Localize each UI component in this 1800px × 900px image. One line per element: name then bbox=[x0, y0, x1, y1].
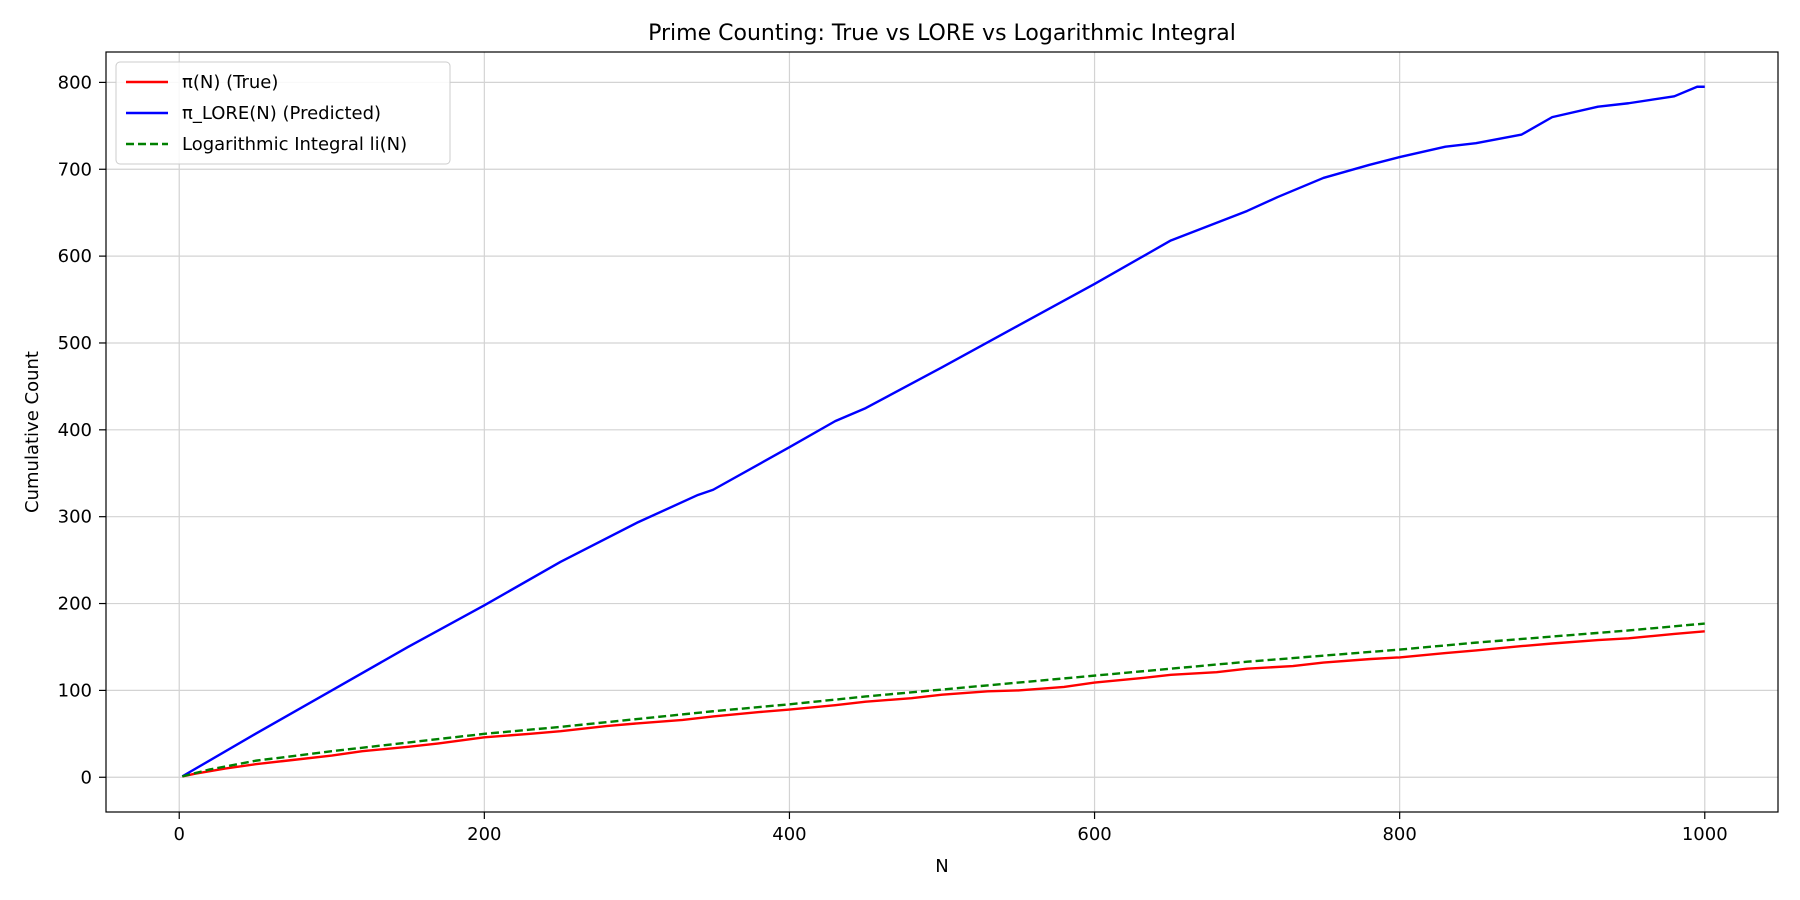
legend-box bbox=[115, 61, 451, 165]
legend: π(N) (True) π_LORE(N) (Predicted) Logarith… bbox=[115, 61, 451, 165]
series-layer bbox=[181, 85, 1705, 778]
grid-layer bbox=[106, 52, 1778, 812]
legend-label: π_LORE(N) (Predicted) bbox=[182, 103, 381, 124]
ticks-layer: 0 200 400 600 800 1000 0 100 200 300 400 500 600 700 8… bbox=[58, 72, 1728, 845]
series-line-3 bbox=[181, 622, 1705, 778]
chart-title: Prime Counting: True vs LORE vs Logarith… bbox=[648, 21, 1236, 46]
x-tick-label: 400 bbox=[772, 824, 806, 845]
y-tick-label: 100 bbox=[58, 680, 92, 701]
legend-label: π(N) (True) bbox=[182, 72, 278, 93]
y-tick-label: 600 bbox=[58, 246, 92, 267]
plot-frame bbox=[105, 51, 1779, 813]
x-tick-label: 800 bbox=[1382, 824, 1416, 845]
y-tick-label: 800 bbox=[58, 72, 92, 93]
series-line-1 bbox=[182, 630, 1705, 778]
x-tick-label: 0 bbox=[173, 824, 184, 845]
x-axis-label: N bbox=[935, 856, 948, 877]
y-tick-label: 0 bbox=[81, 767, 92, 788]
y-tick-label: 300 bbox=[58, 507, 92, 528]
y-tick-label: 700 bbox=[58, 159, 92, 180]
x-tick-label: 200 bbox=[467, 824, 501, 845]
series-line-2 bbox=[181, 85, 1705, 778]
legend-label: Logarithmic Integral li(N) bbox=[182, 134, 407, 155]
x-tick-label: 600 bbox=[1077, 824, 1111, 845]
y-axis-label: Cumulative Count bbox=[22, 351, 43, 513]
x-tick-label: 1000 bbox=[1682, 824, 1728, 845]
y-tick-label: 500 bbox=[58, 333, 92, 354]
y-tick-label: 200 bbox=[58, 594, 92, 615]
y-tick-label: 400 bbox=[58, 420, 92, 441]
